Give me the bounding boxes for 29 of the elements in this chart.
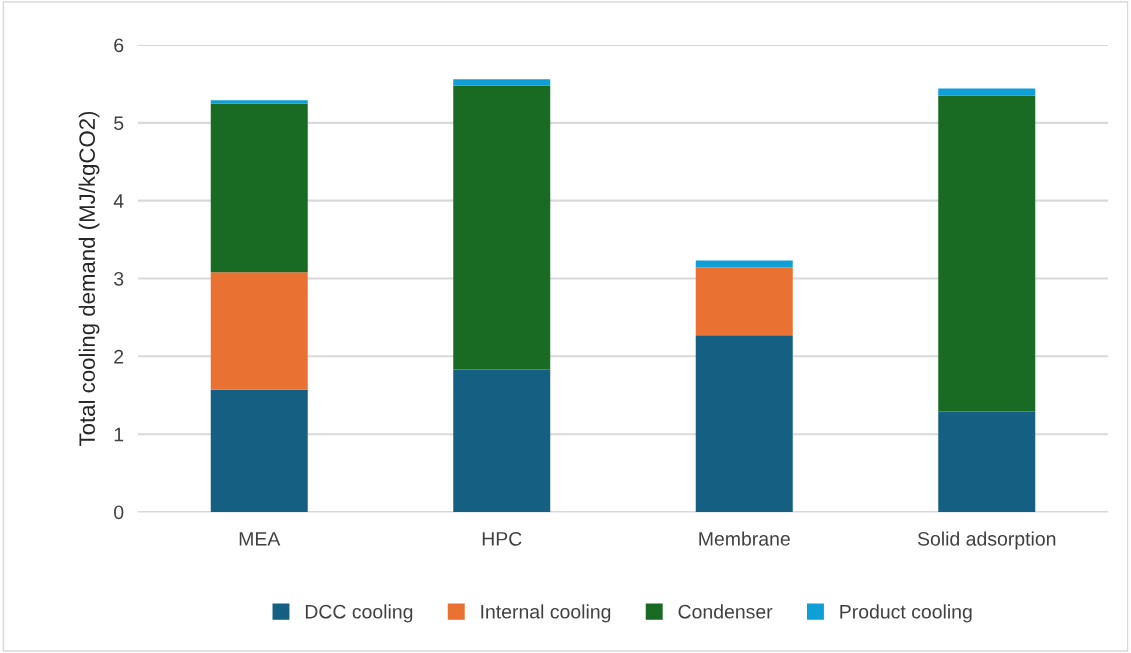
- bar: [695, 260, 793, 268]
- legend-label: Product cooling: [840, 604, 972, 623]
- bar: [210, 103, 308, 273]
- y-tick-label: 5: [114, 116, 124, 131]
- y-tick-label: 1: [114, 427, 124, 442]
- legend-label: Internal cooling: [481, 604, 611, 623]
- bar: [938, 95, 1036, 412]
- x-tick-label: HPC: [482, 531, 522, 546]
- y-tick-label: 0: [114, 505, 124, 520]
- legend-label: DCC cooling: [305, 604, 413, 623]
- bar: [695, 335, 793, 512]
- bar: [453, 369, 551, 512]
- bar: [210, 100, 308, 104]
- bar: [453, 85, 551, 370]
- y-axis-title: Total cooling demand (MJ/kgCO2): [78, 111, 100, 446]
- bar: [453, 79, 551, 86]
- y-tick-label: 2: [114, 349, 124, 364]
- y-tick-label: 4: [113, 194, 124, 208]
- y-tick-label: 3: [114, 271, 124, 286]
- y-tick-label: 6: [114, 38, 124, 53]
- bar: [210, 389, 308, 512]
- legend-label: Condenser: [678, 604, 773, 619]
- x-tick-label: Membrane: [699, 531, 790, 546]
- bar: [695, 267, 793, 336]
- x-tick-label: Solid adsorption: [917, 531, 1056, 550]
- bar: [938, 88, 1036, 96]
- bar: [210, 272, 308, 390]
- bar: [938, 411, 1036, 512]
- x-tick-label: MEA: [239, 532, 281, 546]
